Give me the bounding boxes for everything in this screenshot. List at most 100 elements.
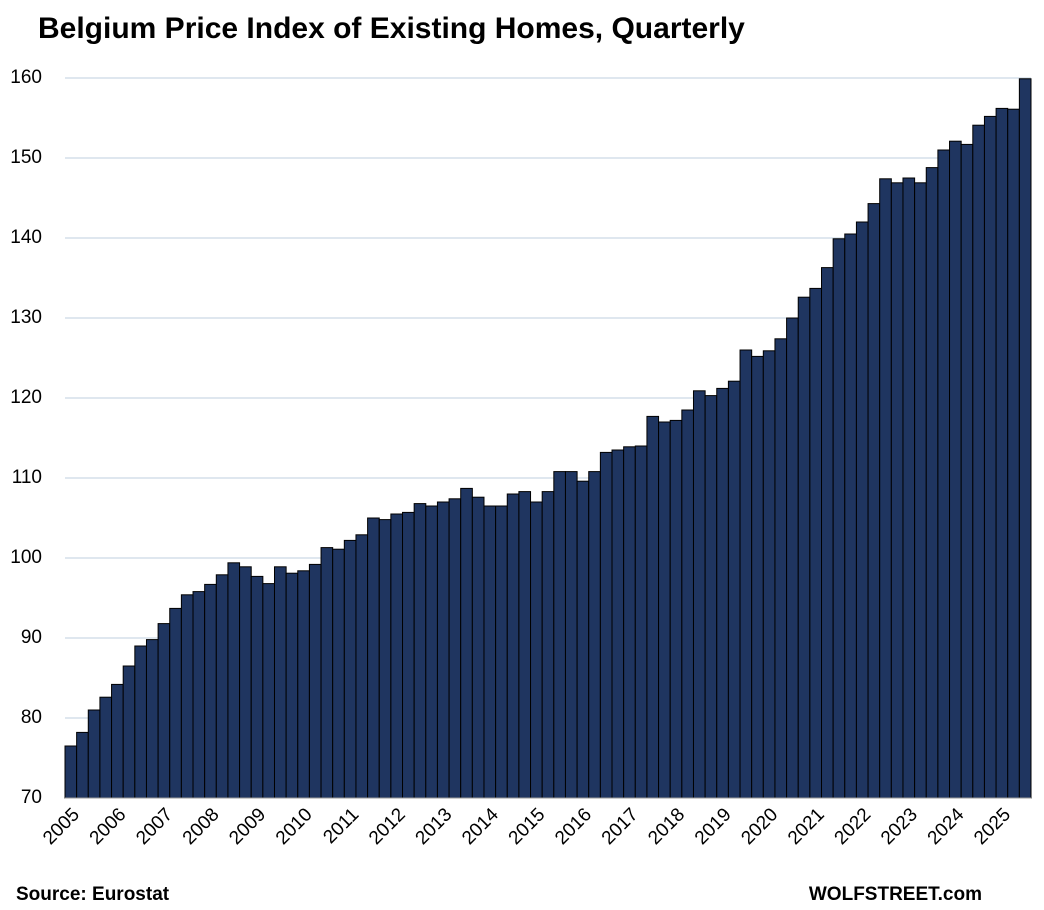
bar [436,501,450,799]
x-tick-label: 2024 [924,804,969,849]
bar [623,446,636,799]
bar [704,395,718,799]
x-tick-label: 2017 [598,804,643,849]
x-tick-label: 2007 [132,804,177,849]
bar [180,594,194,799]
bar [809,287,823,799]
bar [762,350,776,799]
x-tick-label: 2023 [877,804,922,849]
bar [960,143,974,799]
bar [239,566,252,799]
x-tick-label: 2009 [225,804,270,849]
bar [99,696,113,799]
bar [914,182,927,799]
bar [273,566,287,799]
source: Source: Eurostat [16,884,170,905]
bar [76,731,89,799]
bar [599,451,613,799]
bar [378,519,392,799]
y-tick-label: 70 [21,787,42,808]
bar [390,513,404,799]
bar [495,505,508,799]
bar [890,182,904,799]
bar [588,471,601,799]
bar [1007,108,1020,799]
bar [530,501,543,799]
bar [332,548,345,799]
x-tick-label: 2019 [691,804,736,849]
y-tick-label: 140 [10,227,42,248]
x-tick-label: 2016 [551,804,596,849]
bar [64,745,78,799]
bar [949,140,962,799]
bar [564,471,578,799]
bar [262,583,275,799]
chart-title: Belgium Price Index of Existing Homes, Q… [38,12,745,45]
x-tick-label: 2012 [365,804,410,849]
y-tick-label: 150 [10,147,42,168]
x-tick-label: 2022 [831,804,876,849]
x-tick-label: 2005 [39,804,84,849]
bar [692,390,706,799]
bar [716,387,729,799]
y-tick-label: 120 [10,387,42,408]
x-tick-label: 2025 [970,804,1015,849]
y-tick-label: 110 [12,467,42,488]
bar [611,449,625,799]
bar [250,575,264,799]
bar [832,238,846,799]
bar [995,107,1009,799]
x-tick-label: 2021 [784,804,829,849]
bar [111,683,124,799]
x-tick-label: 2020 [737,804,782,849]
bar [925,167,939,799]
bar [855,221,869,799]
x-tick-label: 2015 [505,804,550,849]
bar [227,562,241,799]
bar [483,505,497,799]
bar [285,572,299,799]
x-tick-label: 2006 [86,804,131,849]
bar [867,203,881,799]
bar [983,115,997,799]
bar [413,503,427,799]
bar [157,623,171,799]
bar [739,349,753,799]
credit: WOLFSTREET.com [809,884,982,905]
bar [425,505,438,799]
bar [134,645,147,799]
bar [797,296,811,799]
bar [308,563,322,799]
bar [937,149,951,799]
bar [87,709,101,799]
bar [727,380,741,799]
y-tick-label: 160 [10,67,42,88]
x-tick-label: 2014 [458,804,503,849]
bar [320,547,334,799]
bar [367,517,380,799]
bar [1018,78,1032,799]
y-tick-label: 80 [21,707,42,728]
bar [646,415,660,799]
bar [553,471,566,799]
bar [402,511,415,799]
bar [518,491,532,799]
bar [122,665,136,799]
bar [448,498,462,799]
bar [821,267,834,799]
bar [460,487,473,799]
bar [658,421,671,799]
bar [215,574,229,799]
bar [471,496,485,799]
y-tick-label: 130 [10,307,42,328]
bar [297,570,310,799]
bar [786,317,799,799]
bar [541,491,555,799]
x-tick-label: 2011 [319,804,363,848]
bar [169,607,182,799]
bar [751,355,764,799]
bar [204,583,217,799]
y-tick-label: 90 [21,627,42,648]
x-tick-label: 2010 [272,804,317,849]
